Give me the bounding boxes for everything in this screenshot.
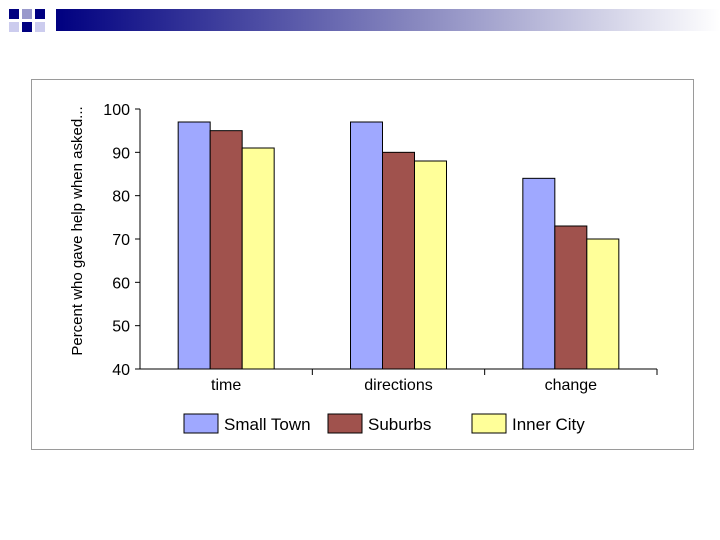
x-category-label: directions (364, 377, 432, 394)
y-tick-label: 80 (112, 189, 130, 206)
bar-change-small-town (522, 177, 556, 370)
title-decoration-bar (9, 9, 720, 32)
legend-swatch-suburbs (327, 413, 363, 434)
chart-frame: Percent who gave help when asked... 40 50 6… (31, 79, 694, 450)
x-category-label: time (211, 377, 241, 394)
y-tick-label: 100 (103, 102, 130, 119)
legend-label-small-town: Small Town (224, 415, 311, 434)
legend-label-suburbs: Suburbs (368, 415, 431, 434)
x-category-label: change (545, 377, 598, 394)
y-tick-label: 90 (112, 145, 130, 162)
legend-swatch-inner-city (471, 413, 507, 434)
bar-time-small-town (177, 121, 211, 370)
y-tick-label: 60 (112, 275, 130, 292)
bar-chart: Percent who gave help when asked... 40 50 6… (69, 102, 658, 434)
bar-time-inner-city (241, 147, 275, 370)
bar-time-suburbs (209, 130, 243, 370)
y-tick-label: 50 (112, 319, 130, 336)
legend-swatch-small-town (183, 413, 219, 434)
bar-directions-inner-city (414, 160, 447, 370)
bar-directions-small-town (350, 121, 383, 370)
bar-change-suburbs (554, 225, 588, 370)
decor-square-2 (22, 9, 32, 19)
y-tick-label: 70 (112, 232, 130, 249)
y-axis-label: Percent who gave help when asked... (69, 106, 86, 355)
gradient-strip (56, 9, 720, 31)
y-tick-label: 40 (112, 362, 130, 379)
decor-square-1 (9, 9, 19, 19)
bar-change-inner-city (586, 238, 620, 370)
legend-label-inner-city: Inner City (512, 415, 585, 434)
bar-directions-suburbs (382, 151, 415, 370)
decor-square-3 (22, 22, 32, 32)
decor-square-4 (35, 9, 45, 19)
decor-square-6 (35, 22, 45, 32)
decor-square-5 (9, 22, 19, 32)
